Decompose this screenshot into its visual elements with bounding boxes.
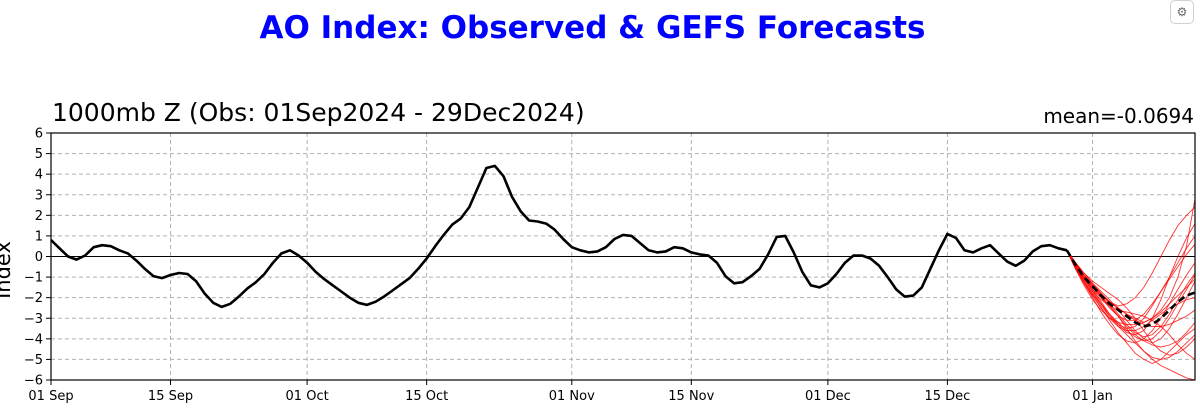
ensemble-member-line <box>1066 250 1196 325</box>
y-tick-label: −1 <box>24 271 43 286</box>
ensemble-mean-series <box>1065 249 1196 328</box>
axes: −6 −5 −4 −3 −2 −1 0 1 2 3 4 5 6 01 Sep 15 Sep 01 Oct 15 … <box>24 127 1196 404</box>
x-tick-label: 15 Oct <box>405 389 448 404</box>
x-tick-label: 15 Nov <box>668 389 714 404</box>
y-tick-label: 5 <box>35 147 43 162</box>
chart-title: AO Index: Observed & GEFS Forecasts <box>259 10 926 46</box>
x-tick-label: 01 Sep <box>28 389 73 404</box>
ensemble-member-line <box>1066 250 1196 364</box>
observed-line <box>50 164 1068 309</box>
y-tick-label: 6 <box>35 127 43 142</box>
mean-label: mean=-0.0694 <box>1043 104 1194 128</box>
x-tick-label: 01 Dec <box>805 389 851 404</box>
chart-subtitle: 1000mb Z (Obs: 01Sep2024 - 29Dec2024) <box>52 98 585 127</box>
y-tick-label: −5 <box>24 353 43 368</box>
ensemble-member-line <box>1066 250 1196 360</box>
ensemble-mean-line <box>1065 249 1196 328</box>
x-tick-label: 01 Jan <box>1072 389 1113 404</box>
ensemble-members <box>1066 198 1196 381</box>
x-tick-label: 01 Nov <box>549 389 595 404</box>
grid-layer <box>51 133 1195 380</box>
ensemble-member-line <box>1066 250 1196 360</box>
y-tick-label: −4 <box>24 332 43 347</box>
ensemble-member-line <box>1066 250 1196 348</box>
x-tick-label: 15 Sep <box>148 389 193 404</box>
settings-icon[interactable]: ⚙ <box>1170 0 1194 24</box>
y-tick-label: −6 <box>24 374 43 389</box>
ensemble-member-line <box>1066 250 1196 344</box>
ensemble-member-line <box>1066 250 1196 342</box>
x-tick-label: 01 Oct <box>286 389 329 404</box>
y-tick-label: 2 <box>35 209 43 224</box>
y-tick-label: 4 <box>35 168 43 183</box>
observed-series <box>50 164 1068 309</box>
y-tick-label: −2 <box>24 291 43 306</box>
y-tick-label: 3 <box>35 188 43 203</box>
y-tick-label: 0 <box>35 250 43 265</box>
plot-frame <box>50 132 1196 381</box>
ensemble-member-line <box>1066 250 1196 344</box>
y-tick-label: 1 <box>35 229 43 244</box>
x-tick-label: 15 Dec <box>924 389 970 404</box>
y-tick-label: −3 <box>24 312 43 327</box>
